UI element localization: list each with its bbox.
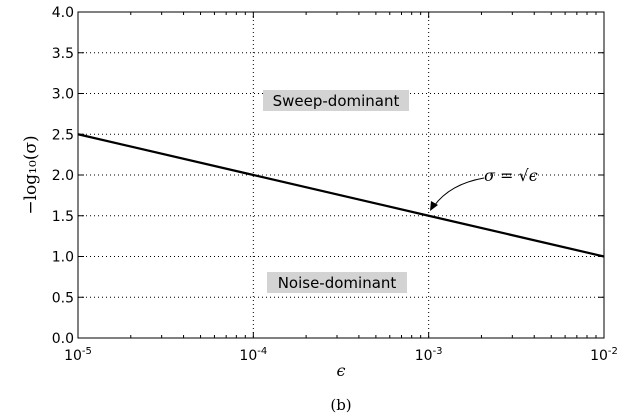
noise-dominant-bg	[267, 272, 407, 293]
annotation-arrow	[433, 177, 485, 207]
x-tick-label: 10-5	[64, 346, 92, 364]
y-tick-labels: 0.0 0.5 1.0 1.5 2.0 2.5 3.0 3.5 4.0	[52, 5, 74, 347]
sweep-dominant-bg	[263, 90, 409, 111]
y-tick-label: 2.5	[52, 127, 74, 143]
x-tick-label: 10-3	[415, 346, 443, 364]
y-tick-label: 1.5	[52, 209, 74, 225]
y-tick-label: 3.0	[52, 87, 74, 103]
sweep-dominant-box: Sweep-dominant	[263, 90, 409, 111]
y-axis-label-text: −log₁₀(σ)	[21, 135, 41, 214]
ticks	[77, 11, 605, 339]
noise-dominant-box: Noise-dominant	[267, 272, 407, 293]
y-tick-label: 3.5	[52, 46, 74, 62]
x-tick-label: 10-2	[590, 346, 618, 364]
figure-caption: (b)	[330, 396, 351, 414]
x-tick-labels: 10-5 10-4 10-3 10-2	[64, 346, 618, 364]
annotation-arrowhead	[430, 201, 438, 211]
y-tick-label: 0.0	[52, 331, 74, 347]
y-tick-label: 4.0	[52, 5, 74, 21]
x-axis-label: ϵ	[337, 361, 346, 380]
curve-annotation: σ = √ϵ	[484, 166, 538, 185]
series-points	[77, 134, 605, 257]
series-line	[77, 133, 605, 258]
y-tick-label: 0.5	[52, 290, 74, 306]
sweep-dominant-label: Sweep-dominant	[273, 92, 400, 110]
noise-dominant-label: Noise-dominant	[278, 274, 397, 292]
y-tick-label: 1.0	[52, 250, 74, 266]
x-tick-label: 10-4	[239, 346, 267, 364]
y-tick-label: 2.0	[52, 168, 74, 184]
y-axis-label: −log₁₀(σ)	[21, 135, 41, 214]
